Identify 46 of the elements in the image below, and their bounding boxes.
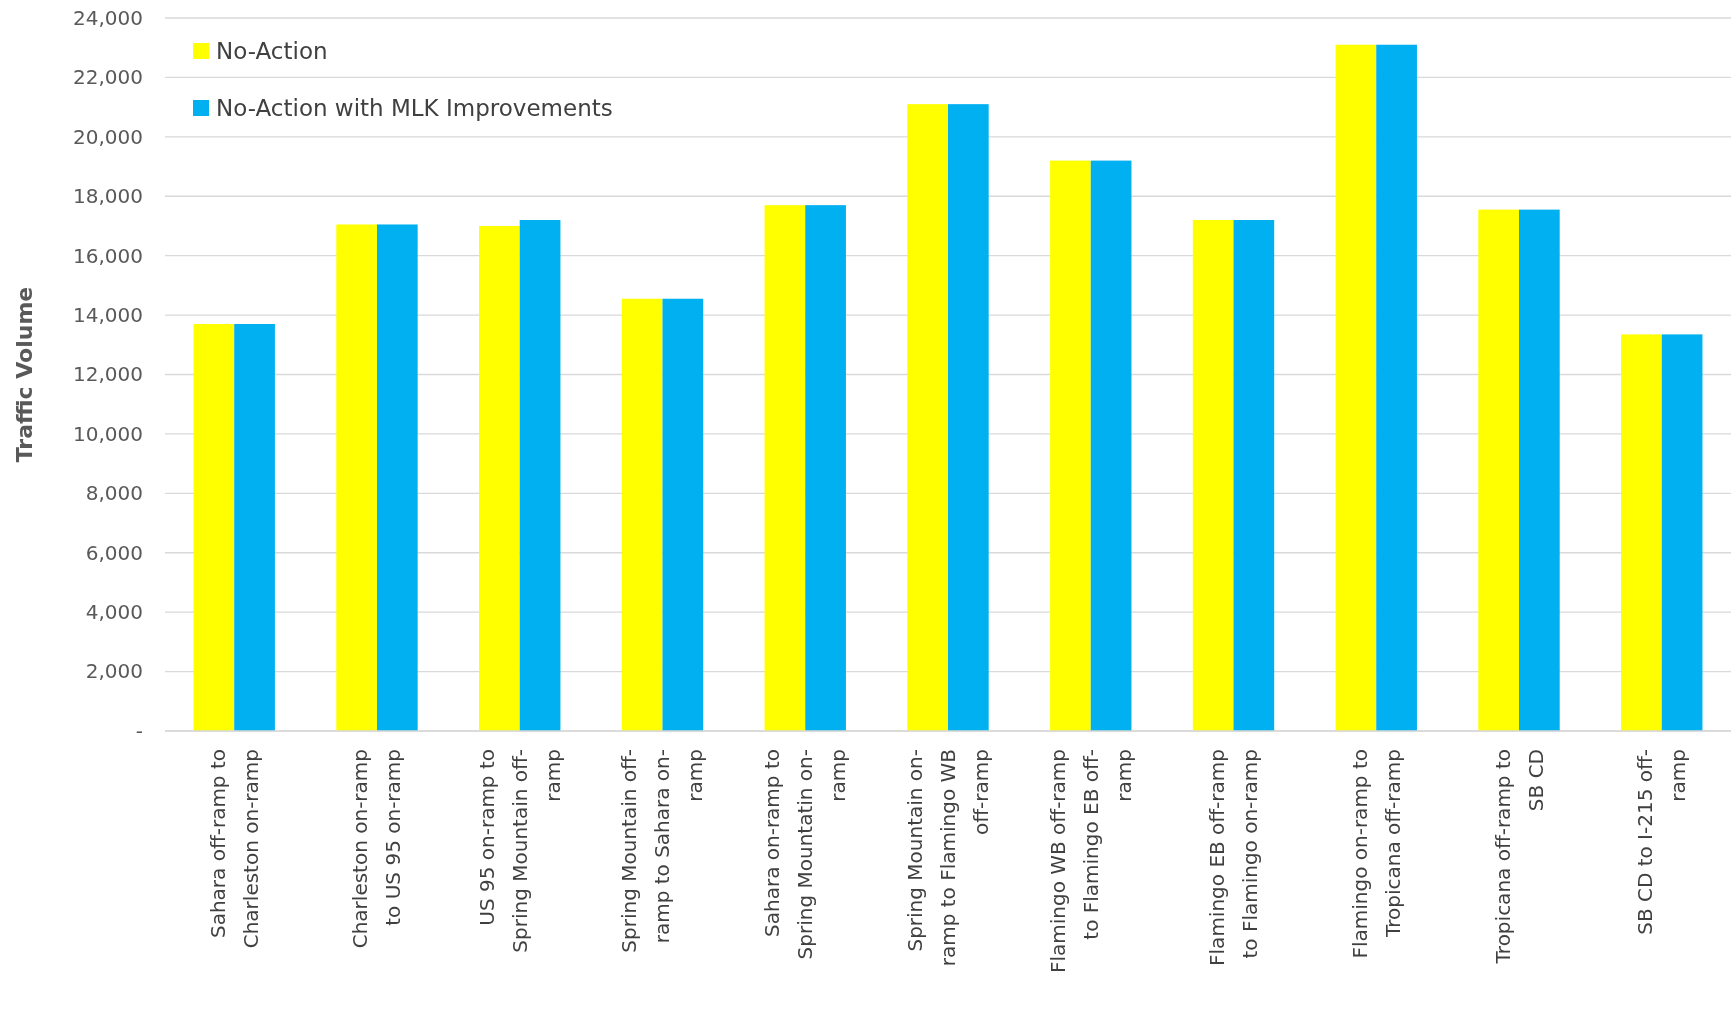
legend-label: No-Action — [216, 38, 328, 64]
x-tick-label: Sahara off-ramp to Charleston on-ramp — [205, 749, 263, 949]
y-tick-label: 14,000 — [73, 302, 143, 327]
x-tick-label: Sahara on-ramp to Spring Mountatin on-ramp — [760, 749, 851, 960]
bar — [336, 224, 377, 731]
y-tick-label: 16,000 — [73, 243, 143, 268]
y-tick-label: 18,000 — [73, 184, 143, 209]
y-axis-title: Traffic Volume — [12, 286, 37, 463]
bar — [1090, 160, 1132, 731]
bar — [1519, 209, 1560, 731]
bar — [1376, 44, 1417, 731]
bar — [805, 205, 846, 731]
y-tick-label: - — [135, 718, 143, 743]
y-tick-label: 10,000 — [73, 421, 143, 446]
x-tick-label: Tropicana off-ramp to SB CD — [1490, 749, 1548, 965]
bar — [1621, 334, 1662, 731]
bar — [1233, 220, 1275, 731]
bar — [907, 104, 948, 731]
bar — [662, 298, 704, 731]
y-tick-label: 12,000 — [73, 362, 143, 387]
x-tick-label: SB CD to I-215 off-ramp — [1633, 749, 1691, 935]
bar — [519, 220, 561, 731]
y-tick-label: 24,000 — [73, 5, 143, 30]
bar — [234, 324, 275, 731]
bar — [621, 298, 663, 731]
bar — [1335, 44, 1377, 731]
x-tick-label: US 95 on-ramp to Spring Mountain off-ramp — [474, 749, 565, 953]
bar — [1661, 334, 1703, 731]
y-tick-label: 4,000 — [85, 600, 143, 625]
bar — [948, 104, 989, 731]
x-tick-label: Spring Mountain off-ramp to Sahara on-ramp — [617, 749, 708, 953]
bar — [764, 205, 806, 731]
bar — [1192, 220, 1234, 731]
bar — [376, 224, 418, 731]
y-tick-label: 6,000 — [85, 540, 143, 565]
y-tick-label: 20,000 — [73, 124, 143, 149]
legend-label: No-Action with MLK Improvements — [216, 95, 613, 121]
bar — [1478, 209, 1520, 731]
y-tick-label: 22,000 — [73, 65, 143, 90]
bar — [193, 324, 235, 731]
x-tick-label: Flamingo WB off-ramp to Flamingo EB off-ramp — [1045, 749, 1136, 974]
bar — [479, 225, 520, 731]
y-tick-label: 2,000 — [85, 659, 143, 684]
bar — [1050, 160, 1091, 731]
x-tick-label: Charleston on-ramp to US 95 on-ramp — [348, 749, 406, 949]
y-tick-label: 8,000 — [85, 481, 143, 506]
